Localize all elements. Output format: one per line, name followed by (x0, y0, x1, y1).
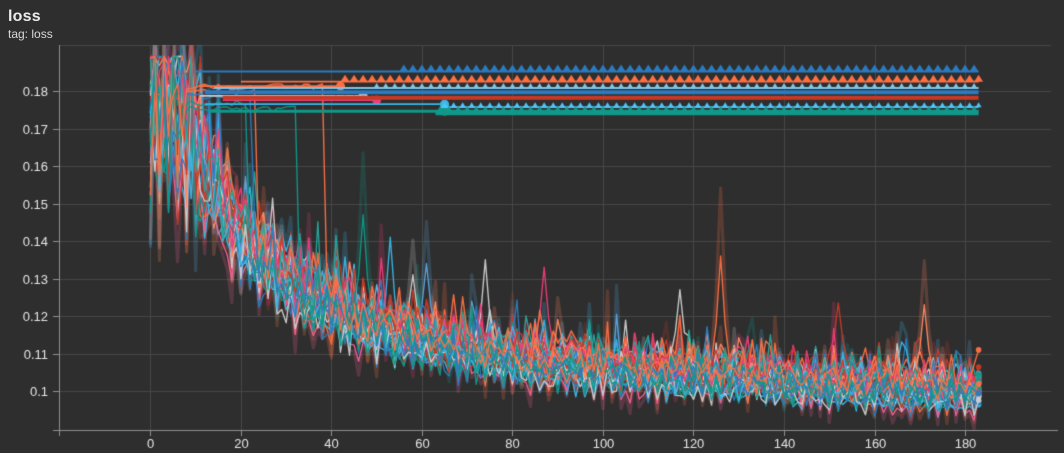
chart-title: loss (8, 8, 41, 25)
chart-subtitle: tag: loss (8, 27, 53, 42)
chart-header: loss tag: loss (8, 8, 53, 42)
